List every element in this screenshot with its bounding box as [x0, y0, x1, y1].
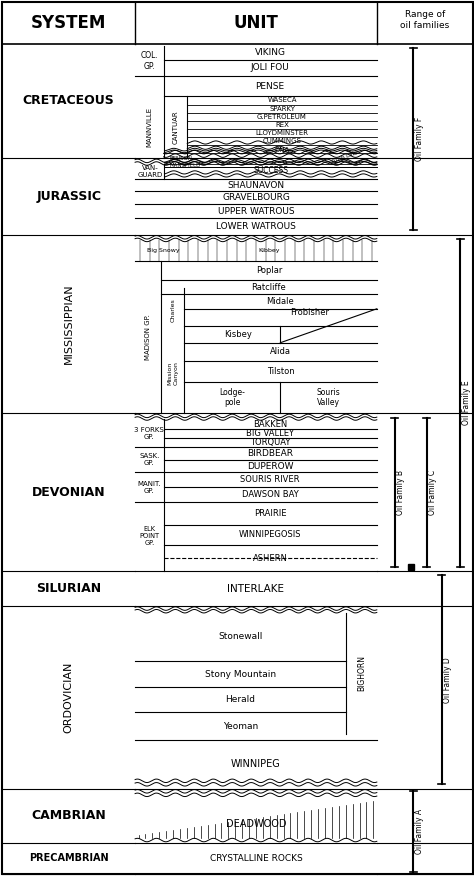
Text: Oil Family B: Oil Family B	[396, 470, 405, 515]
Text: BAKKEN: BAKKEN	[253, 420, 287, 428]
Text: ELK
POINT
GP.: ELK POINT GP.	[139, 526, 159, 547]
Text: WINNIPEGOSIS: WINNIPEGOSIS	[239, 531, 301, 540]
Text: CANTUAR: CANTUAR	[173, 110, 178, 145]
Text: Mission
Canyon: Mission Canyon	[168, 361, 178, 385]
Text: LLOYDMINSTER: LLOYDMINSTER	[255, 131, 309, 136]
Text: DEADWOOD: DEADWOOD	[226, 819, 286, 830]
Text: COL.
GP.: COL. GP.	[140, 52, 158, 71]
Text: REX: REX	[275, 122, 289, 128]
Text: DUPEROW: DUPEROW	[247, 462, 293, 471]
Text: MANIT.
GP.: MANIT. GP.	[137, 481, 161, 493]
Text: CUMMINGS: CUMMINGS	[263, 138, 301, 145]
Text: Poplar: Poplar	[256, 266, 282, 275]
Text: Rush Lake: Rush Lake	[332, 150, 360, 164]
Text: PENSE: PENSE	[255, 81, 285, 90]
Text: SUCCESS: SUCCESS	[253, 166, 288, 174]
Text: Yeoman: Yeoman	[223, 722, 258, 731]
Text: Oil Family D: Oil Family D	[443, 657, 452, 703]
Text: WASECA: WASECA	[267, 97, 297, 103]
Text: Stonewall: Stonewall	[219, 632, 263, 641]
Text: VIKING: VIKING	[255, 48, 286, 58]
Text: BENSON: BENSON	[169, 156, 192, 161]
Text: JOLI FOU: JOLI FOU	[251, 63, 290, 72]
Text: SYSTEM: SYSTEM	[31, 14, 107, 32]
Text: ORDOVICIAN: ORDOVICIAN	[64, 661, 74, 733]
Text: VAN-
GUARD: VAN- GUARD	[137, 166, 163, 178]
Text: DEVONIAN: DEVONIAN	[32, 485, 106, 498]
Text: WINNIPEG: WINNIPEG	[231, 759, 281, 769]
Text: LOWER WATROUS: LOWER WATROUS	[216, 222, 296, 231]
Text: Charles: Charles	[171, 299, 175, 322]
Text: Frobisher: Frobisher	[290, 308, 329, 317]
Text: CRYSTALLINE ROCKS: CRYSTALLINE ROCKS	[210, 854, 302, 863]
Text: Midale: Midale	[266, 297, 294, 306]
Text: UPPER WATROUS: UPPER WATROUS	[218, 207, 294, 215]
Text: Stony Mountain: Stony Mountain	[205, 669, 276, 679]
Text: Oil Family E: Oil Family E	[462, 380, 471, 425]
Text: Lodge-
pole: Lodge- pole	[219, 388, 245, 407]
Text: MANSFIELD: MANSFIELD	[169, 163, 201, 167]
Text: MADISON GP.: MADISON GP.	[146, 314, 151, 360]
Text: SILURIAN: SILURIAN	[36, 582, 101, 595]
Text: SASK.
GP.: SASK. GP.	[139, 453, 159, 466]
Text: SHAUNAVON: SHAUNAVON	[228, 180, 284, 190]
Text: Oil Family F: Oil Family F	[415, 117, 424, 161]
Text: Kisbey: Kisbey	[224, 329, 252, 339]
Text: DNA: DNA	[274, 146, 290, 152]
Text: ASHERN: ASHERN	[253, 554, 288, 562]
Text: Oil Family A: Oil Family A	[415, 809, 424, 854]
Text: SOURIS RIVER: SOURIS RIVER	[240, 476, 300, 484]
Text: PRAIRIE: PRAIRIE	[254, 509, 286, 518]
Text: GRAVELBOURG: GRAVELBOURG	[222, 194, 290, 202]
Text: Big Snowy: Big Snowy	[147, 248, 180, 253]
Text: BIGHORN: BIGHORN	[357, 655, 366, 691]
Text: MISSISSIPPIAN: MISSISSIPPIAN	[64, 284, 74, 364]
Text: BIG VALLEY: BIG VALLEY	[246, 429, 294, 438]
Text: Kibbey: Kibbey	[258, 248, 280, 253]
Text: UNIT: UNIT	[234, 14, 278, 32]
Text: TORQUAY: TORQUAY	[250, 438, 291, 447]
Text: CRETACEOUS: CRETACEOUS	[23, 95, 115, 108]
Text: Oil Family C: Oil Family C	[428, 470, 437, 515]
Text: DAWSON BAY: DAWSON BAY	[242, 490, 299, 498]
Text: Herald: Herald	[226, 696, 255, 704]
Text: PRECAMBRIAN: PRECAMBRIAN	[29, 853, 109, 864]
Text: Alida: Alida	[270, 347, 291, 357]
Text: Ratcliffe: Ratcliffe	[252, 283, 286, 292]
Text: Range of
oil families: Range of oil families	[401, 11, 449, 30]
Text: INTERLAKE: INTERLAKE	[228, 583, 284, 594]
Text: Tilston: Tilston	[266, 367, 294, 376]
Text: JURASSIC: JURASSIC	[36, 190, 101, 203]
Text: BIRDBEAR: BIRDBEAR	[247, 449, 293, 458]
Text: SPARKY: SPARKY	[269, 106, 295, 111]
Text: G.PETROLEUM: G.PETROLEUM	[257, 114, 307, 120]
Text: 3 FORKS
GP.: 3 FORKS GP.	[135, 427, 164, 440]
Text: CAMBRIAN: CAMBRIAN	[31, 809, 106, 823]
Text: MANNVILLE: MANNVILLE	[146, 107, 152, 147]
Text: Souris
Valley: Souris Valley	[317, 388, 340, 407]
